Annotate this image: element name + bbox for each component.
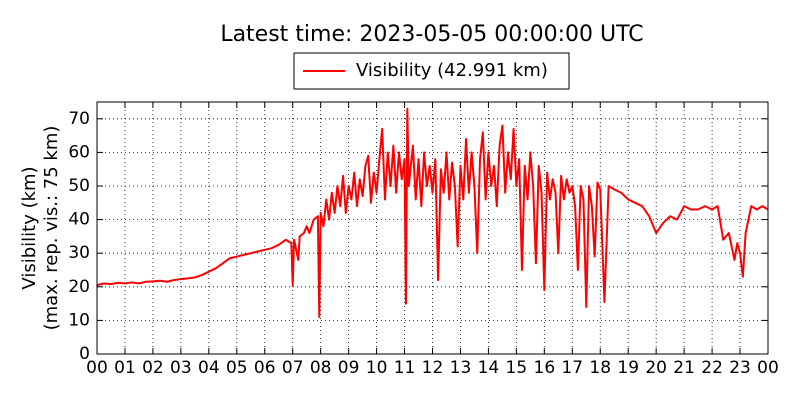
- data-line: [96, 107, 769, 319]
- y-axis-label: (max. rep. vis.: 75 km): [41, 126, 62, 331]
- x-tick-label: 18: [589, 358, 611, 378]
- y-tick-label: 0: [79, 344, 90, 364]
- x-tick-label: 17: [561, 358, 583, 378]
- x-tick-label: 00: [757, 358, 779, 378]
- x-tick-label: 03: [170, 358, 192, 378]
- y-axis-label: Visibility (km): [19, 166, 40, 289]
- chart-title: Latest time: 2023-05-05 00:00:00 UTC: [220, 22, 643, 47]
- x-tick-label: 15: [506, 358, 528, 378]
- plot-frame: [96, 101, 769, 355]
- legend-label: Visibility (42.991 km): [356, 60, 548, 81]
- x-tick-label: 22: [701, 358, 723, 378]
- x-tick-label: 13: [450, 358, 472, 378]
- x-tick-label: 07: [282, 358, 304, 378]
- x-tick-label: 21: [673, 358, 695, 378]
- y-tick-label: 50: [68, 176, 90, 196]
- x-tick-label: 14: [478, 358, 500, 378]
- y-tick-label: 10: [68, 310, 90, 330]
- x-tick-label: 02: [142, 358, 164, 378]
- x-tick-label: 16: [534, 358, 556, 378]
- x-tick-label: 23: [729, 358, 751, 378]
- x-tick-label: 05: [226, 358, 248, 378]
- x-tick-label: 12: [422, 358, 444, 378]
- y-tick-label: 30: [68, 243, 90, 263]
- y-tick-label: 40: [68, 210, 90, 230]
- y-tick-label: 70: [68, 109, 90, 129]
- x-tick-label: 01: [114, 358, 136, 378]
- x-tick-label: 20: [645, 358, 667, 378]
- x-tick-label: 09: [338, 358, 360, 378]
- x-tick-label: 19: [617, 358, 639, 378]
- y-tick-label: 20: [68, 277, 90, 297]
- x-tick-label: 10: [366, 358, 388, 378]
- x-tick-label: 04: [198, 358, 220, 378]
- y-tick-label: 60: [68, 142, 90, 162]
- x-tick-label: 08: [310, 358, 332, 378]
- x-tick-label: 00: [86, 358, 108, 378]
- x-tick-label: 11: [394, 358, 416, 378]
- x-tick-label: 06: [254, 358, 276, 378]
